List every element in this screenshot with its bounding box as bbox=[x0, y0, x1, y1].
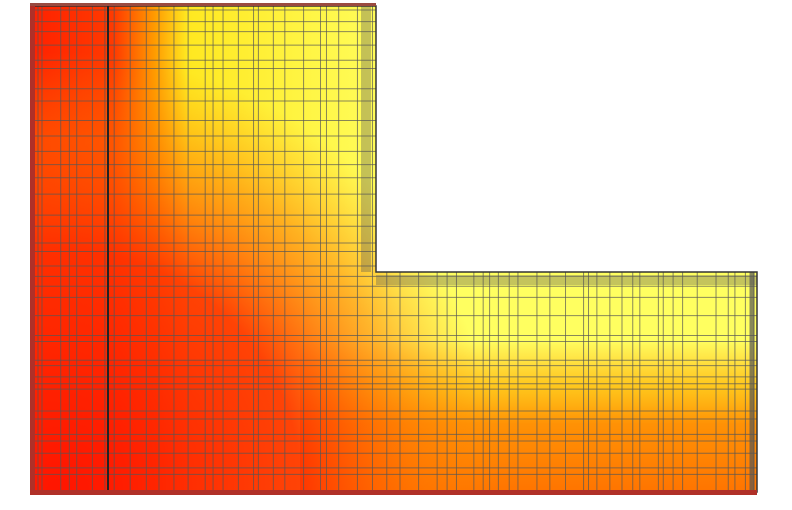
top-wall bbox=[30, 3, 376, 6]
left-wall bbox=[30, 4, 35, 494]
mesh bbox=[33, 6, 757, 492]
bottom-wall bbox=[30, 490, 757, 495]
